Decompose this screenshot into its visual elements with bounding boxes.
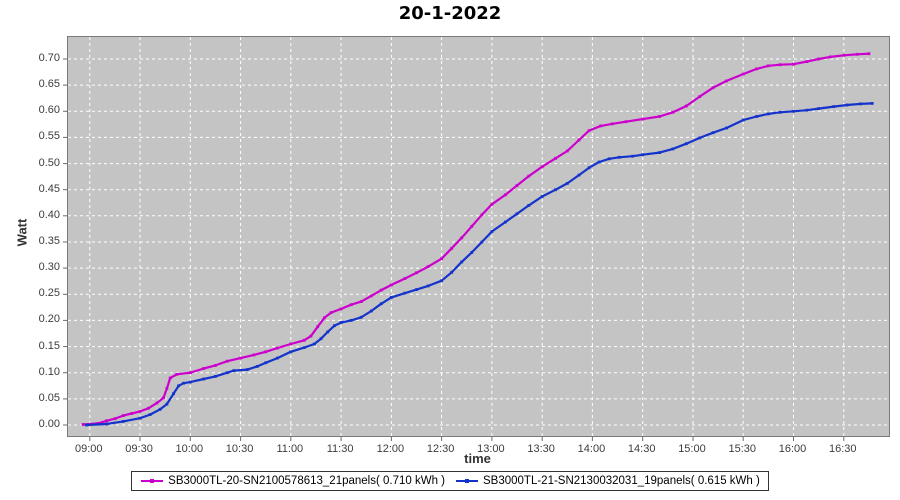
x-tick-label: 11:00: [276, 443, 304, 455]
y-tick-label: 0.40: [38, 208, 60, 221]
legend-label-series1: SB3000TL-20-SN2100578613_21panels( 0.710…: [168, 475, 445, 487]
legend-entry-series1: SB3000TL-20-SN2100578613_21panels( 0.710…: [140, 475, 445, 487]
series1-line-swatch-icon: [141, 479, 164, 483]
x-tick-label: 15:30: [728, 443, 756, 455]
y-tick-label: 0.15: [38, 339, 60, 352]
plot-canvas: [63, 37, 889, 441]
x-tick-label: 10:00: [175, 443, 204, 455]
x-tick-label: 16:00: [778, 443, 807, 455]
y-tick-label: 0.10: [38, 365, 60, 378]
x-axis-title: time: [464, 451, 491, 466]
y-tick-label: 0.20: [38, 313, 60, 326]
plot-area: [63, 36, 890, 441]
x-tick-label: 11:30: [326, 443, 354, 455]
y-tick-label: 0.30: [38, 261, 60, 274]
x-tick-label: 13:30: [527, 443, 555, 455]
x-tick-label: 13:00: [477, 443, 505, 455]
x-tick-label: 10:30: [225, 443, 254, 455]
legend-box: SB3000TL-20-SN2100578613_21panels( 0.710…: [131, 471, 769, 491]
x-tick-label: 09:00: [75, 443, 103, 455]
legend: SB3000TL-20-SN2100578613_21panels( 0.710…: [0, 471, 900, 491]
y-tick-label: 0.05: [38, 391, 60, 404]
y-tick-label: 0.55: [38, 130, 60, 143]
y-tick-label: 0.60: [38, 104, 60, 117]
y-tick-label: 0.25: [38, 287, 60, 300]
y-tick-label: 0.50: [38, 156, 60, 169]
x-tick-label: 12:30: [426, 443, 455, 455]
x-tick-label: 12:00: [376, 443, 405, 455]
chart-title: 20-1-2022: [398, 3, 502, 24]
x-tick-label: 14:00: [577, 443, 606, 455]
legend-label-series2: SB3000TL-21-SN2130032031_19panels( 0.615…: [483, 475, 760, 487]
x-tick-label: 14:30: [627, 443, 656, 455]
y-tick-label: 0.00: [38, 418, 60, 431]
x-tick-label: 16:30: [828, 443, 857, 455]
y-tick-label: 0.65: [38, 78, 60, 91]
x-tick-label: 15:00: [678, 443, 706, 455]
y-tick-label: 0.45: [38, 182, 60, 195]
series2-line-swatch-icon: [456, 479, 478, 483]
y-axis-title: Watt: [14, 218, 30, 247]
y-tick-label: 0.35: [38, 234, 60, 247]
legend-entry-series2: SB3000TL-21-SN2130032031_19panels( 0.615…: [455, 475, 760, 487]
x-tick-label: 09:30: [125, 443, 153, 455]
y-tick-label: 0.70: [38, 51, 60, 64]
